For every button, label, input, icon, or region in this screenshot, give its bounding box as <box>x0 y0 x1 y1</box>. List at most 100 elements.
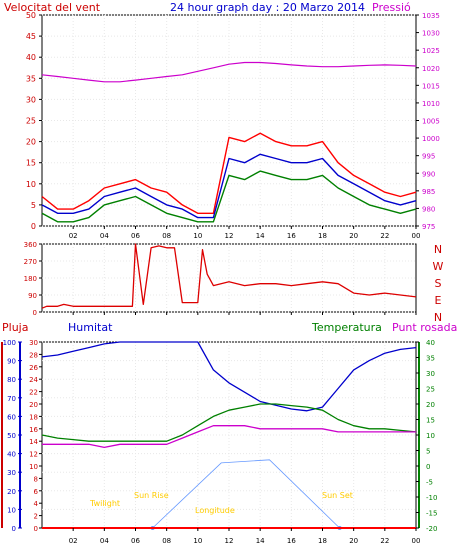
wind-tick-label: 40 <box>26 53 36 62</box>
x-tick-label: 02 <box>69 537 78 545</box>
temperatura-line <box>41 403 417 442</box>
x-tick-label: 22 <box>380 537 389 545</box>
x-tick-label: 16 <box>287 537 296 545</box>
temperatura-tick-label: 40 <box>426 339 435 347</box>
x-tick-label: 06 <box>131 232 140 240</box>
wind-grid <box>42 14 416 227</box>
temperatura-tick-label: -5 <box>426 479 433 487</box>
temp-x-axis: 02 04 06 08 10 12 14 16 18 20 22 00 <box>69 528 421 545</box>
wind-tick-label: 30 <box>26 95 36 104</box>
temperatura-tick-label: -10 <box>426 494 437 502</box>
compass-label: N <box>434 311 442 324</box>
wind-series <box>41 61 417 223</box>
wind-low-line <box>41 170 417 223</box>
pressure-tick-label: 985 <box>422 188 435 196</box>
wind-tick-label: 15 <box>26 159 36 168</box>
x-tick-label: 14 <box>256 537 265 545</box>
x-tick-label: 02 <box>69 232 78 240</box>
temperatura-tick-label: 25 <box>426 386 435 394</box>
pluja-tick-label: 12 <box>29 451 38 459</box>
wind-speed-label: Velocitat del vent <box>4 1 101 14</box>
temperatura-axis: -20 -15 -10 -5 0 5 10 15 20 25 30 35 40 <box>416 339 437 533</box>
sunset-marker: Sun Set <box>322 491 353 500</box>
temperatura-tick-label: -20 <box>426 525 437 533</box>
humitat-tick-label: 30 <box>7 469 16 477</box>
x-tick-label: 08 <box>162 232 171 240</box>
pluja-tick-label: 8 <box>34 475 38 483</box>
humitat-tick-label: 20 <box>7 488 16 496</box>
x-tick-label: 04 <box>100 537 109 545</box>
wind-speed-axis: 0 5 10 15 20 25 30 35 40 45 50 <box>26 11 42 231</box>
temperatura-tick-label: 35 <box>426 355 435 363</box>
humitat-tick-label: 80 <box>7 376 16 384</box>
pressure-axis: 975 980 985 990 995 1000 1005 1010 1015 1020 1025 1… <box>416 12 440 231</box>
humitat-tick-label: 40 <box>7 451 16 459</box>
wind-tick-label: 45 <box>26 32 36 41</box>
direction-tick-label: 270 <box>24 258 37 266</box>
pluja-tick-label: 0 <box>34 525 38 533</box>
x-tick-label: 22 <box>380 232 389 240</box>
pluja-tick-label: 10 <box>29 463 38 471</box>
wind-tick-label: 5 <box>31 201 36 210</box>
x-tick-label: 12 <box>225 537 234 545</box>
pressure-label: Pressió <box>372 1 411 14</box>
pressure-tick-label: 1025 <box>422 47 440 55</box>
pressure-tick-label: 1005 <box>422 118 440 126</box>
pressure-tick-label: 990 <box>422 170 435 178</box>
pressure-tick-label: 995 <box>422 153 435 161</box>
wind-x-axis: 02 04 06 08 10 12 14 16 18 20 22 00 <box>69 226 421 240</box>
direction-axis: 0 90 180 270 360 <box>24 241 417 317</box>
pressure-line <box>41 61 417 83</box>
direction-tick-label: 180 <box>24 275 37 283</box>
compass-label: N <box>434 243 442 256</box>
x-tick-label: 00 <box>412 232 421 240</box>
humitat-tick-label: 0 <box>12 525 16 533</box>
pressure-tick-label: 1000 <box>422 135 440 143</box>
legend-temperatura: Temperatura <box>311 321 382 334</box>
humitat-tick-label: 10 <box>7 506 16 514</box>
legend-pluja: Pluja <box>2 321 28 334</box>
x-tick-label: 04 <box>100 232 109 240</box>
temperatura-tick-label: 15 <box>426 417 435 425</box>
wind-tick-label: 0 <box>31 222 36 231</box>
legend-humitat: Humitat <box>68 321 113 334</box>
temperatura-tick-label: 10 <box>426 432 435 440</box>
pressure-tick-label: 980 <box>422 205 435 213</box>
pressure-tick-label: 975 <box>422 223 435 231</box>
direction-series <box>41 243 417 309</box>
pluja-tick-label: 28 <box>29 351 38 359</box>
pressure-tick-label: 1030 <box>422 30 440 38</box>
humitat-tick-label: 70 <box>7 395 16 403</box>
x-tick-label: 12 <box>225 232 234 240</box>
wind-gust-line <box>41 132 417 215</box>
x-tick-label: 20 <box>349 537 358 545</box>
x-tick-label: 10 <box>193 232 202 240</box>
pluja-tick-label: 30 <box>29 339 38 347</box>
x-tick-label: 14 <box>256 232 265 240</box>
x-tick-label: 00 <box>412 537 421 545</box>
x-tick-label: 08 <box>162 537 171 545</box>
temperatura-tick-label: 0 <box>426 463 430 471</box>
pluja-tick-label: 18 <box>29 413 38 421</box>
pressure-tick-label: 1035 <box>422 12 440 20</box>
pluja-tick-label: 22 <box>29 389 38 397</box>
wind-tick-label: 20 <box>26 138 36 147</box>
temperatura-tick-label: 30 <box>426 370 435 378</box>
direction-tick-label: 0 <box>33 309 37 317</box>
temperatura-tick-label: 5 <box>426 448 430 456</box>
x-tick-label: 10 <box>193 537 202 545</box>
sunrise-marker: Sun Rise <box>134 491 169 500</box>
compass-label: E <box>435 294 442 307</box>
pressure-tick-label: 1015 <box>422 82 440 90</box>
wind-tick-label: 10 <box>26 180 36 189</box>
x-tick-label: 16 <box>287 232 296 240</box>
twilight-marker: Twilight <box>89 499 120 508</box>
graph-title: 24 hour graph day : 20 Marzo 2014 <box>170 1 365 14</box>
legend-punt-rosada: Punt rosada <box>392 321 457 334</box>
compass-label: S <box>435 277 442 290</box>
humitat-tick-label: 60 <box>7 413 16 421</box>
direction-tick-label: 360 <box>24 241 37 249</box>
punt-rosada-line <box>42 425 416 449</box>
